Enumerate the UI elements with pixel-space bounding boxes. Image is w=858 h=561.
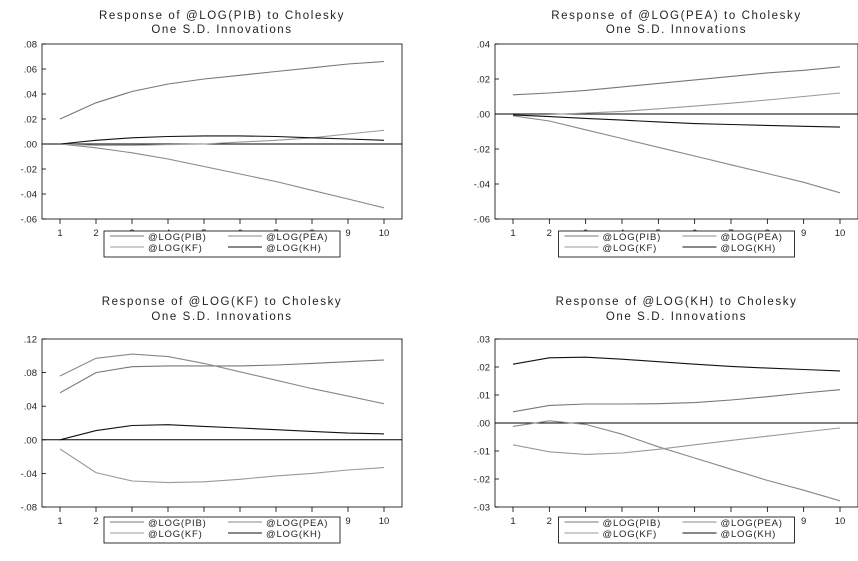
y-tick-label: -.08 [21, 503, 37, 514]
chart-subtitle: One S.D. Innovations [151, 311, 292, 323]
chart-panel: Response of @LOG(KH) to Cholesky One S.D.… [474, 296, 858, 544]
x-tick-label: 10 [379, 228, 390, 239]
y-tick-label: .04 [477, 40, 490, 51]
x-tick-label: 2 [547, 516, 552, 527]
series-line [512, 66, 841, 96]
legend-label: @LOG(PIB) [148, 518, 207, 529]
legend-label: @LOG(PEA) [266, 518, 328, 529]
plot-frame [41, 43, 403, 220]
y-tick-label: .00 [24, 140, 37, 151]
series-line [512, 420, 841, 502]
series-line [59, 143, 385, 209]
series-line [59, 353, 385, 405]
chart-subtitle: One S.D. Innovations [606, 24, 747, 36]
x-tick-label: 9 [801, 516, 806, 527]
x-tick-label: 10 [379, 516, 390, 527]
y-tick-label: .00 [477, 110, 490, 121]
x-tick-label: 1 [57, 228, 62, 239]
y-tick-label: -.04 [21, 190, 37, 201]
y-tick-label: .08 [24, 40, 37, 51]
chart-title: Response of @LOG(PIB) to Cholesky [99, 10, 345, 22]
series-line [59, 448, 385, 484]
y-tick-label: .02 [24, 115, 37, 126]
y-tick-label: .04 [24, 402, 37, 413]
chart-subtitle: One S.D. Innovations [151, 24, 292, 36]
x-tick-label: 1 [510, 228, 515, 239]
legend-label: @LOG(PEA) [721, 232, 783, 243]
legend-label: @LOG(KF) [603, 529, 658, 540]
y-tick-label: .02 [477, 363, 490, 374]
x-tick-label: 1 [57, 516, 62, 527]
legend-label: @LOG(KH) [721, 243, 777, 254]
y-tick-label: -.01 [474, 447, 490, 458]
y-tick-label: -.04 [21, 469, 37, 480]
y-tick-label: .02 [477, 75, 490, 86]
chart-panel: Response of @LOG(KF) to Cholesky One S.D.… [21, 296, 403, 544]
y-tick-label: .00 [24, 435, 37, 446]
legend-label: @LOG(PIB) [603, 518, 662, 529]
legend-label: @LOG(KH) [721, 529, 777, 540]
series-line [512, 115, 841, 194]
legend-box [558, 516, 795, 544]
legend-label: @LOG(KH) [266, 529, 322, 540]
y-tick-label: -.06 [474, 215, 490, 226]
x-tick-label: 9 [345, 228, 350, 239]
y-tick-label: .01 [477, 391, 490, 402]
y-tick-label: -.02 [474, 145, 490, 156]
chart-panel: Response of @LOG(PEA) to Cholesky One S.D… [474, 10, 858, 258]
x-tick-label: 10 [835, 228, 846, 239]
y-tick-label: .00 [477, 419, 490, 430]
series-line [59, 60, 385, 120]
plot-frame [41, 338, 403, 508]
legend-box [103, 516, 341, 544]
y-tick-label: .06 [24, 65, 37, 76]
chart-title: Response of @LOG(KF) to Cholesky [102, 296, 343, 308]
series-line [59, 359, 385, 394]
x-tick-label: 2 [93, 516, 98, 527]
legend-label: @LOG(PEA) [266, 232, 328, 243]
plot-frame [494, 43, 858, 220]
legend-label: @LOG(KF) [148, 243, 203, 254]
series-line [59, 129, 385, 146]
series-line [512, 114, 841, 128]
y-tick-label: -.03 [474, 503, 490, 514]
y-tick-label: .04 [24, 90, 37, 101]
y-tick-label: .08 [24, 368, 37, 379]
legend-box [103, 230, 341, 258]
y-tick-label: -.02 [21, 165, 37, 176]
legend-label: @LOG(PIB) [148, 232, 207, 243]
chart-subtitle: One S.D. Innovations [606, 311, 747, 323]
series-line [59, 424, 385, 441]
legend-label: @LOG(KF) [148, 529, 203, 540]
y-tick-label: .12 [24, 335, 37, 346]
x-tick-label: 10 [835, 516, 846, 527]
x-tick-label: 2 [93, 228, 98, 239]
series-line [59, 135, 385, 145]
y-tick-label: -.02 [474, 475, 490, 486]
legend-label: @LOG(KH) [266, 243, 322, 254]
x-tick-label: 2 [547, 228, 552, 239]
y-tick-label: .03 [477, 335, 490, 346]
legend-box [558, 230, 795, 258]
chart-panel: Response of @LOG(PIB) to Cholesky One S.D… [21, 10, 403, 258]
series-line [512, 427, 841, 455]
series-line [512, 92, 841, 116]
y-tick-label: -.06 [21, 215, 37, 226]
legend-label: @LOG(PIB) [603, 232, 662, 243]
x-tick-label: 1 [510, 516, 515, 527]
series-line [512, 356, 841, 372]
x-tick-label: 9 [345, 516, 350, 527]
legend-label: @LOG(PEA) [721, 518, 783, 529]
legend-label: @LOG(KF) [603, 243, 658, 254]
y-tick-label: -.04 [474, 180, 490, 191]
series-line [512, 389, 841, 413]
chart-title: Response of @LOG(PEA) to Cholesky [551, 10, 801, 22]
chart-title: Response of @LOG(KH) to Cholesky [556, 296, 798, 308]
x-tick-label: 9 [801, 228, 806, 239]
